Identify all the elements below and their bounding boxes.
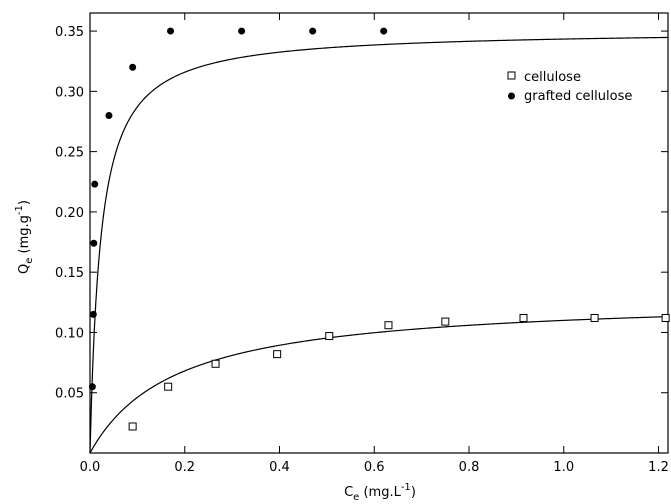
point-grafted-cellulose <box>91 180 99 188</box>
y-tick-label: 0.25 <box>55 146 84 161</box>
legend-label-cellulose: cellulose <box>524 70 581 85</box>
legend: cellulose grafted cellulose <box>507 70 632 104</box>
x-axis-title: Ce (mg.L-1) <box>344 482 416 503</box>
y-tick-label: 0.10 <box>55 326 84 341</box>
x-tick-label: 0.6 <box>364 460 385 475</box>
x-tick-label: 0.2 <box>174 460 195 475</box>
fit-curves <box>89 36 669 454</box>
fit-curve-cellulose <box>89 316 669 454</box>
y-tick-label: 0.35 <box>55 25 84 40</box>
point-cellulose <box>519 313 528 322</box>
point-grafted-cellulose <box>90 239 98 247</box>
point-grafted-cellulose <box>167 27 175 35</box>
point-grafted-cellulose <box>238 27 246 35</box>
point-cellulose <box>384 321 393 330</box>
y-axis-title: Qe (mg.g-1) <box>14 200 35 274</box>
point-grafted-cellulose <box>88 383 96 391</box>
point-cellulose <box>273 350 282 359</box>
point-grafted-cellulose <box>105 111 113 119</box>
x-tick-label: 1.0 <box>553 460 574 475</box>
point-grafted-cellulose <box>309 27 317 35</box>
y-tick-label: 0.15 <box>55 266 84 281</box>
x-tick-label: 1.2 <box>648 460 669 475</box>
axis-ticks: 0.0 0.2 0.4 0.6 0.8 1.0 1.2 0.05 0.10 0.15 0.20 0.2… <box>55 13 669 475</box>
y-tick-label: 0.05 <box>55 387 84 402</box>
legend-label-grafted-cellulose: grafted cellulose <box>524 89 632 104</box>
y-tick-label: 0.20 <box>55 206 84 221</box>
point-cellulose <box>661 313 670 322</box>
point-cellulose <box>211 359 220 368</box>
point-cellulose <box>590 313 599 322</box>
data-points <box>88 27 670 431</box>
point-grafted-cellulose <box>380 27 388 35</box>
point-cellulose <box>441 317 450 326</box>
legend-marker-cellulose <box>507 71 516 80</box>
point-cellulose <box>164 382 173 391</box>
x-tick-label: 0.4 <box>269 460 290 475</box>
fit-curve-grafted-cellulose <box>89 36 669 454</box>
y-tick-label: 0.30 <box>55 85 84 100</box>
legend-marker-grafted-cellulose <box>508 92 515 100</box>
x-tick-label: 0.0 <box>80 460 101 475</box>
point-grafted-cellulose <box>129 63 137 71</box>
plot-frame <box>89 12 669 454</box>
x-tick-label: 0.8 <box>459 460 480 475</box>
point-grafted-cellulose <box>89 310 97 318</box>
point-cellulose <box>128 422 137 431</box>
point-cellulose <box>325 332 334 341</box>
